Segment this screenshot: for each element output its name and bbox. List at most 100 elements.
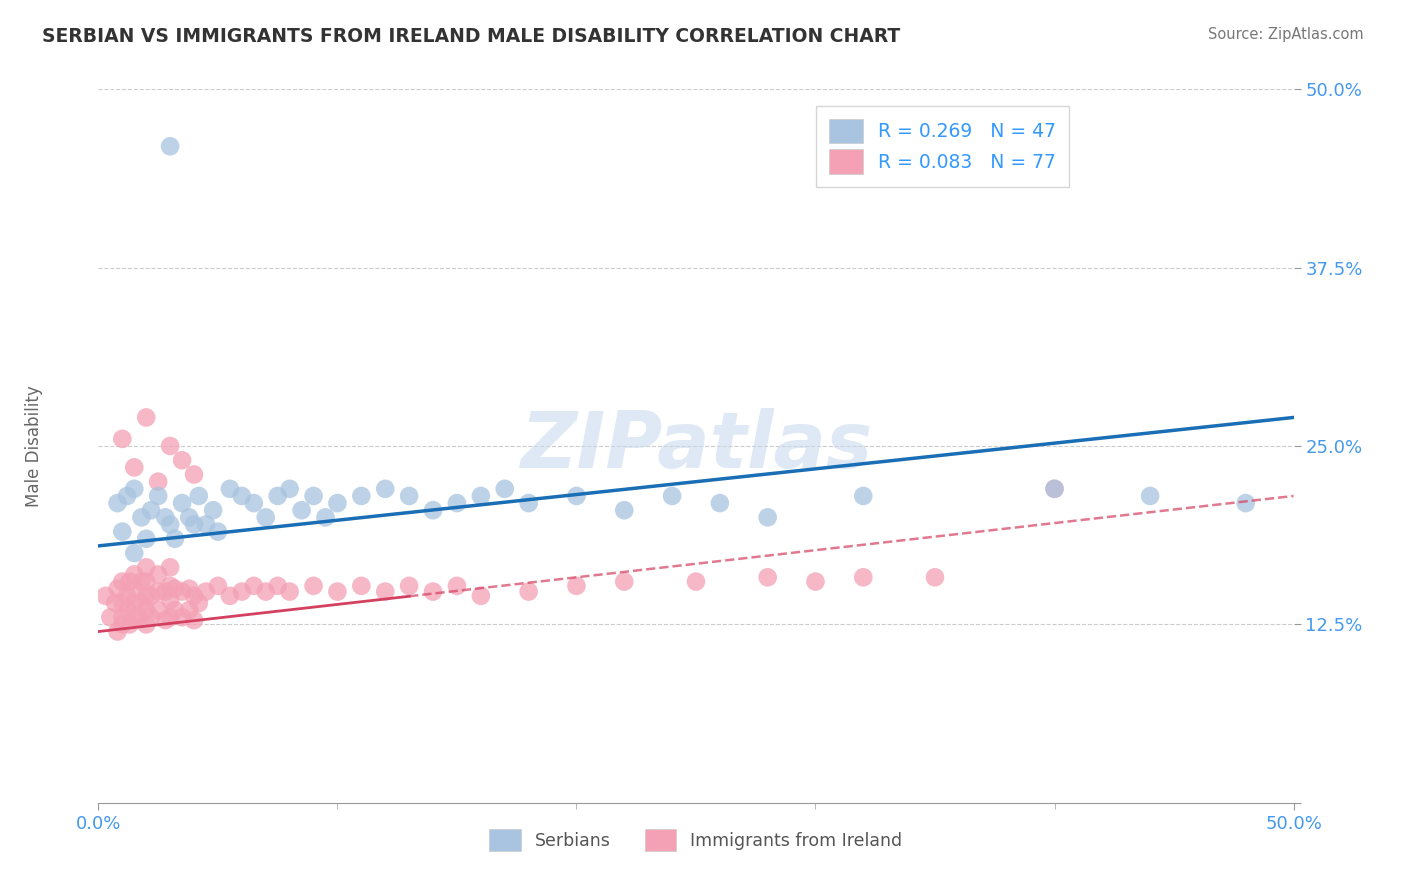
Point [278, 584, 301, 599]
Point [159, 579, 181, 593]
Point [128, 610, 150, 624]
Point [183, 467, 205, 482]
Point [111, 432, 134, 446]
Point [517, 496, 540, 510]
Point [243, 579, 266, 593]
Point [124, 582, 146, 596]
Point [179, 510, 201, 524]
Point [278, 482, 301, 496]
Point [183, 613, 205, 627]
Point [148, 567, 170, 582]
Text: ZIPatlas: ZIPatlas [520, 408, 872, 484]
Point [107, 582, 129, 596]
Point [315, 510, 337, 524]
Point [159, 593, 181, 607]
Point [98, 610, 122, 624]
Point [1043, 482, 1066, 496]
Point [219, 589, 242, 603]
Point [924, 570, 946, 584]
Point [111, 574, 134, 589]
Point [148, 584, 170, 599]
Point [163, 603, 186, 617]
Point [155, 613, 177, 627]
Point [135, 617, 157, 632]
Point [118, 617, 141, 632]
Point [111, 610, 134, 624]
Point [124, 610, 146, 624]
Point [207, 579, 229, 593]
Point [231, 584, 253, 599]
Point [139, 503, 162, 517]
Point [172, 453, 194, 467]
Point [179, 582, 201, 596]
Point [254, 510, 277, 524]
Point [852, 489, 875, 503]
Point [422, 503, 444, 517]
Point [613, 574, 636, 589]
Point [202, 503, 225, 517]
Point [124, 482, 146, 496]
Point [111, 596, 134, 610]
Point [565, 579, 588, 593]
Point [613, 503, 636, 517]
Point [148, 489, 170, 503]
Point [374, 482, 396, 496]
Point [709, 496, 731, 510]
Point [231, 489, 253, 503]
Legend: Serbians, Immigrants from Ireland: Serbians, Immigrants from Ireland [482, 822, 910, 858]
Point [124, 546, 146, 560]
Point [172, 610, 194, 624]
Point [135, 574, 157, 589]
Point [159, 610, 181, 624]
Text: Source: ZipAtlas.com: Source: ZipAtlas.com [1208, 27, 1364, 42]
Text: SERBIAN VS IMMIGRANTS FROM IRELAND MALE DISABILITY CORRELATION CHART: SERBIAN VS IMMIGRANTS FROM IRELAND MALE … [42, 27, 900, 45]
Point [115, 489, 138, 503]
Point [139, 610, 162, 624]
Point [111, 524, 134, 539]
Point [326, 584, 349, 599]
Point [179, 603, 201, 617]
Point [135, 410, 157, 425]
Point [159, 560, 181, 574]
Point [124, 596, 146, 610]
Point [398, 579, 420, 593]
Point [183, 589, 205, 603]
Point [326, 496, 349, 510]
Point [163, 582, 186, 596]
Point [804, 574, 827, 589]
Point [159, 439, 181, 453]
Point [517, 584, 540, 599]
Point [756, 570, 779, 584]
Point [187, 596, 209, 610]
Point [148, 603, 170, 617]
Point [115, 589, 138, 603]
Point [131, 574, 153, 589]
Point [350, 489, 373, 503]
Point [155, 584, 177, 599]
Point [1139, 489, 1161, 503]
Point [139, 589, 162, 603]
Point [124, 567, 146, 582]
Point [219, 482, 242, 496]
Point [1234, 496, 1257, 510]
Point [446, 496, 468, 510]
Point [187, 489, 209, 503]
Point [135, 589, 157, 603]
Point [118, 574, 141, 589]
Point [155, 510, 177, 524]
Point [183, 517, 205, 532]
Point [131, 510, 153, 524]
Point [374, 584, 396, 599]
Point [94, 589, 117, 603]
Point [446, 579, 468, 593]
Point [124, 460, 146, 475]
Point [494, 482, 516, 496]
Point [107, 496, 129, 510]
Point [163, 532, 186, 546]
Point [195, 584, 218, 599]
Point [104, 596, 127, 610]
Point [172, 584, 194, 599]
Point [398, 489, 420, 503]
Point [1043, 482, 1066, 496]
Point [267, 579, 290, 593]
